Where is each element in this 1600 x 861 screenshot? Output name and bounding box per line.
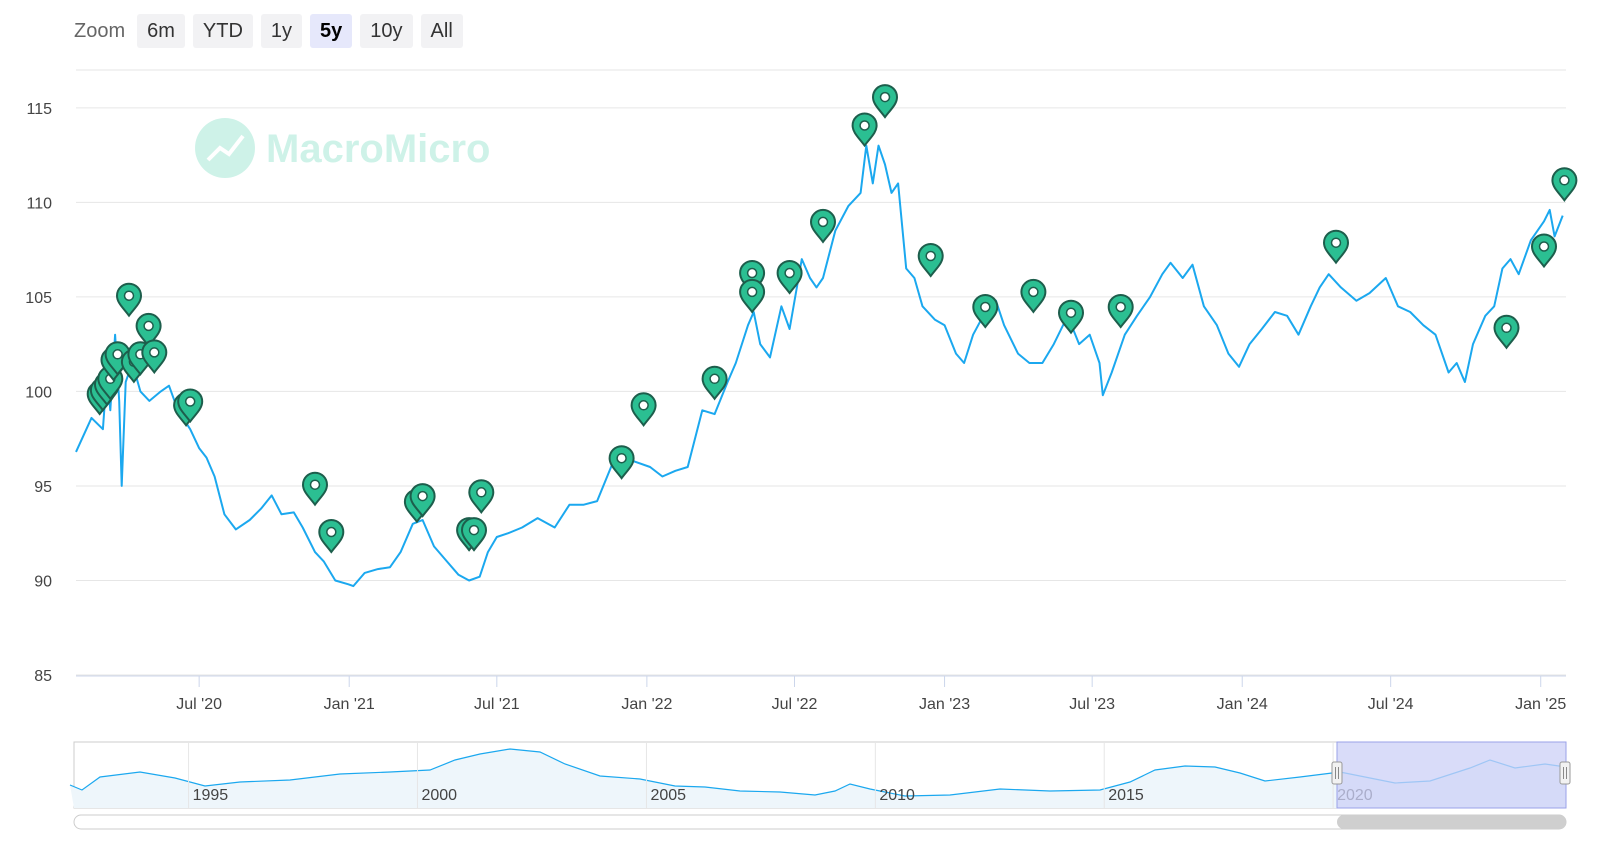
marker-dot	[149, 347, 160, 358]
x-tick-label: Jul '22	[772, 696, 818, 713]
zoom-button-all[interactable]: All	[420, 14, 463, 48]
marker-dot	[746, 286, 758, 298]
event-marker	[135, 312, 162, 348]
event-marker	[776, 260, 803, 295]
y-tick-label: 105	[25, 290, 52, 307]
marker-dot	[859, 120, 870, 131]
x-tick-label: Jul '23	[1069, 696, 1115, 713]
event-marker	[871, 84, 899, 119]
event-marker	[1551, 167, 1578, 202]
marker-dot	[468, 524, 480, 536]
navigator-handle-left[interactable]	[1331, 761, 1343, 785]
x-tick-label: Jan '23	[919, 696, 970, 713]
event-marker	[460, 517, 488, 552]
x-tick-label: Jan '22	[621, 696, 672, 713]
navigator-handle-right[interactable]	[1559, 761, 1571, 785]
x-tick-label: Jan '25	[1515, 696, 1566, 713]
y-tick-label: 100	[25, 384, 52, 401]
marker-dot	[123, 290, 135, 301]
event-marker	[115, 282, 143, 318]
marker-dot	[326, 526, 337, 538]
marker-dot	[879, 91, 891, 103]
marker-dot	[476, 487, 487, 498]
event-marker	[809, 208, 837, 244]
x-axis: Jul '20 Jan '21 Jul '21 Jan '22 Jul '22 Jan '…	[76, 675, 1566, 713]
zoom-button-1y[interactable]: 1y	[260, 14, 303, 48]
event-marker	[409, 483, 436, 518]
marker-dot	[1559, 175, 1570, 186]
event-marker	[141, 339, 168, 375]
scrollbar-thumb[interactable]	[1336, 815, 1566, 829]
marker-dot	[616, 452, 627, 464]
marker-dot	[143, 320, 154, 332]
event-marker	[851, 112, 878, 148]
marker-dot	[709, 373, 720, 385]
event-marker	[701, 365, 728, 401]
event-marker	[1530, 233, 1558, 269]
event-markers	[86, 84, 1578, 554]
y-tick-label: 85	[34, 668, 52, 685]
y-axis: 85 90 95 100 105 110 115	[25, 101, 52, 685]
marker-dot	[1065, 307, 1077, 318]
event-marker	[1057, 299, 1085, 335]
zoom-button-6m[interactable]: 6m	[137, 14, 185, 48]
event-marker	[177, 388, 204, 424]
x-tick-label: Jul '21	[474, 696, 520, 713]
marker-dot	[1501, 322, 1512, 334]
y-tick-label: 110	[26, 195, 52, 212]
event-marker	[608, 445, 635, 480]
event-marker	[318, 519, 345, 554]
navigator[interactable]: 199520002005201020152020	[69, 741, 1571, 830]
marker-dot	[817, 216, 829, 228]
event-marker	[917, 243, 944, 278]
marker-dot	[784, 267, 795, 279]
x-tick-label: Jan '24	[1217, 696, 1268, 713]
marker-dot	[417, 490, 428, 502]
navigator-selection[interactable]	[1336, 741, 1567, 809]
event-marker	[630, 392, 657, 427]
marker-dot	[184, 396, 196, 407]
watermark: MacroMicro	[195, 118, 491, 178]
navigator-year-label: 2000	[421, 787, 457, 804]
watermark-text: MacroMicro	[266, 127, 491, 171]
marker-dot	[309, 479, 321, 490]
zoom-button-10y[interactable]: 10y	[360, 14, 413, 48]
navigator-year-label: 2010	[879, 787, 915, 804]
marker-dot	[1028, 286, 1039, 298]
marker-dot	[1330, 237, 1342, 248]
y-tick-label: 95	[34, 479, 52, 496]
navigator-year-label: 2005	[650, 787, 686, 804]
event-marker	[1493, 314, 1520, 350]
y-tick-label: 115	[26, 101, 52, 118]
event-marker	[972, 294, 999, 329]
marker-dot	[746, 267, 758, 279]
marker-dot	[112, 349, 123, 360]
navigator-year-label: 2015	[1108, 787, 1144, 804]
event-marker	[739, 278, 766, 314]
event-marker	[301, 471, 329, 507]
marker-dot	[1115, 301, 1126, 313]
navigator-area	[70, 749, 1566, 808]
marker-dot	[1538, 241, 1550, 252]
navigator-year-label: 1995	[193, 787, 229, 804]
y-tick-label: 90	[34, 573, 52, 590]
x-tick-label: Jul '24	[1368, 696, 1414, 713]
event-marker	[1322, 229, 1350, 265]
marker-dot	[980, 301, 991, 313]
x-tick-label: Jan '21	[324, 696, 375, 713]
marker-dot	[925, 250, 936, 262]
event-marker	[1020, 278, 1047, 314]
series-group	[75, 144, 1564, 588]
zoom-label: Zoom	[74, 19, 126, 42]
grid-lines	[76, 69, 1566, 676]
event-marker	[468, 479, 495, 514]
event-marker	[1107, 294, 1134, 329]
series-line-0	[75, 144, 1564, 588]
zoom-button-ytd[interactable]: YTD	[192, 14, 253, 48]
x-tick-label: Jul '20	[176, 696, 222, 713]
marker-dot	[638, 400, 649, 411]
zoom-bar: Zoom 6m YTD 1y 5y 10y All	[74, 14, 463, 48]
zoom-button-5y[interactable]: 5y	[310, 14, 353, 48]
